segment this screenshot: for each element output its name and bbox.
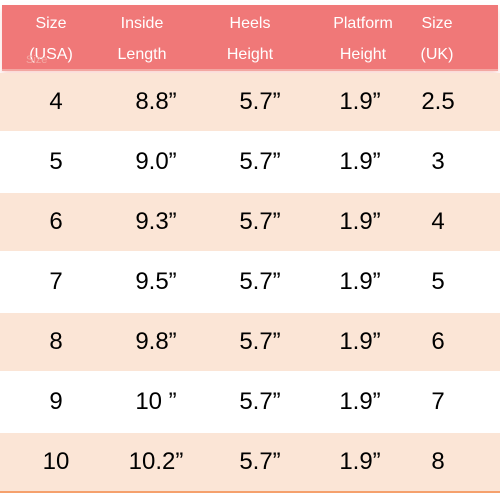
header-label-line: Height bbox=[226, 46, 274, 63]
table-row: 9 10 ” 5.7” 1.9” 7 bbox=[0, 373, 500, 431]
header-background bbox=[2, 5, 498, 71]
cell-platform-height: 1.9” bbox=[339, 208, 381, 235]
table-header: Size (USA) Inside Length Heels Height Pl… bbox=[0, 0, 500, 71]
cell-inside-length: 9.0” bbox=[135, 148, 177, 175]
cell-size-usa: 4 bbox=[49, 88, 63, 115]
header-label-line: Platform bbox=[333, 15, 393, 32]
cell-size-usa: 10 bbox=[42, 448, 70, 475]
header-label-line: Heels bbox=[229, 15, 271, 32]
header-size-usa: Size (USA) bbox=[14, 8, 88, 70]
cell-inside-length: 9.3” bbox=[135, 208, 177, 235]
cell-heels-height: 5.7” bbox=[239, 208, 281, 235]
table-row: 10 10.2” 5.7” 1.9” 8 bbox=[0, 433, 500, 493]
cell-heels-height: 5.7” bbox=[239, 268, 281, 295]
cell-size-uk: 6 bbox=[431, 328, 445, 355]
cell-platform-height: 1.9” bbox=[339, 448, 381, 475]
header-label-line: Height bbox=[339, 46, 387, 63]
cell-size-uk: 3 bbox=[431, 148, 445, 175]
header-label-line: Inside bbox=[120, 15, 164, 32]
cell-size-usa: 7 bbox=[49, 268, 63, 295]
header-label-line: Size bbox=[421, 15, 453, 32]
table-row: 7 9.5” 5.7” 1.9” 5 bbox=[0, 253, 500, 311]
cell-size-usa: 5 bbox=[49, 148, 63, 175]
header-label-line: (USA) bbox=[29, 46, 73, 63]
cell-platform-height: 1.9” bbox=[339, 88, 381, 115]
header-heels-height: Heels Height bbox=[200, 8, 300, 70]
cell-heels-height: 5.7” bbox=[239, 148, 281, 175]
header-inside-length: Inside Length bbox=[92, 8, 192, 70]
table-row: 5 9.0” 5.7” 1.9” 3 bbox=[0, 133, 500, 191]
header-platform-height: Platform Height bbox=[308, 8, 418, 70]
table-row: 4 8.8” 5.7” 1.9” 2.5 bbox=[0, 73, 500, 131]
cell-size-uk: 8 bbox=[431, 448, 445, 475]
cell-heels-height: 5.7” bbox=[239, 388, 281, 415]
header-label-line: Length bbox=[117, 46, 167, 63]
table-row: 8 9.8” 5.7” 1.9” 6 bbox=[0, 313, 500, 371]
cell-size-uk: 2.5 bbox=[421, 88, 455, 115]
cell-platform-height: 1.9” bbox=[339, 268, 381, 295]
cell-inside-length: 8.8” bbox=[135, 88, 177, 115]
cell-heels-height: 5.7” bbox=[239, 88, 281, 115]
cell-size-usa: 9 bbox=[49, 388, 63, 415]
header-label-line: Size bbox=[35, 15, 67, 32]
table-row: 6 9.3” 5.7” 1.9” 4 bbox=[0, 193, 500, 251]
table-body: 4 8.8” 5.7” 1.9” 2.5 5 9.0” 5.7” 1.9” 3 … bbox=[0, 73, 500, 495]
header-size-uk: Size (UK) bbox=[400, 8, 474, 70]
cell-size-usa: 8 bbox=[49, 328, 63, 355]
cell-size-uk: 5 bbox=[431, 268, 445, 295]
cell-inside-length: 10 ” bbox=[135, 388, 177, 415]
cell-platform-height: 1.9” bbox=[339, 148, 381, 175]
cell-size-usa: 6 bbox=[49, 208, 63, 235]
cell-heels-height: 5.7” bbox=[239, 328, 281, 355]
header-label-line: (UK) bbox=[420, 46, 454, 63]
cell-inside-length: 9.8” bbox=[135, 328, 177, 355]
cell-platform-height: 1.9” bbox=[339, 388, 381, 415]
cell-size-uk: 4 bbox=[431, 208, 445, 235]
stray-size-text: Size bbox=[26, 54, 48, 66]
cell-inside-length: 10.2” bbox=[128, 448, 184, 475]
cell-size-uk: 7 bbox=[431, 388, 445, 415]
cell-platform-height: 1.9” bbox=[339, 328, 381, 355]
cell-inside-length: 9.5” bbox=[135, 268, 177, 295]
cell-heels-height: 5.7” bbox=[239, 448, 281, 475]
